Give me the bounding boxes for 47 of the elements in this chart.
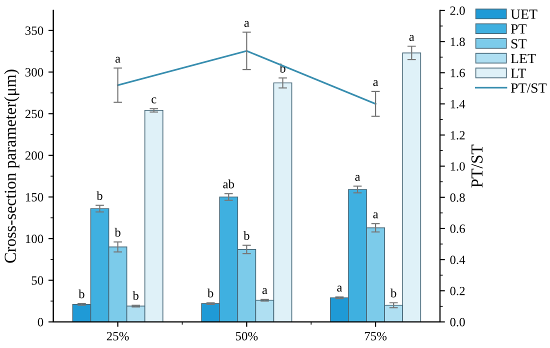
y2-tick-label: 1.4: [450, 100, 466, 108]
x-tick-label: 75%: [364, 332, 387, 340]
data-label: a: [355, 174, 360, 181]
x-tick-label: 50%: [236, 332, 258, 340]
y2-tick-label: 0.2: [450, 286, 465, 296]
y2-tick-label: 1.6: [450, 68, 465, 78]
legend-label: LET: [510, 54, 536, 64]
y2-tick-label: 0.4: [450, 256, 466, 264]
y-tick-label: 150: [26, 193, 44, 202]
data-label: b: [244, 231, 250, 240]
y-tick-label: 50: [32, 276, 44, 285]
data-label: b: [132, 291, 138, 300]
y2-tick-label: 0.8: [450, 193, 465, 202]
y2-tick-label: 0.6: [450, 224, 465, 233]
data-label: c: [152, 97, 156, 104]
y2-tick-label: 1.2: [450, 131, 465, 140]
y2-tick-label: 0.0: [450, 318, 465, 326]
y2-tick-label: 1.0: [450, 162, 465, 171]
data-label: a: [244, 20, 250, 27]
y-tick-label: 100: [26, 234, 44, 244]
x-tick-label: 25%: [106, 332, 129, 340]
data-label: b: [96, 191, 102, 200]
y-tick-label: 300: [25, 68, 44, 77]
y-tick-label: 0: [38, 318, 44, 326]
data-label: ab: [223, 180, 234, 188]
legend-label: PT/ST: [510, 83, 547, 93]
data-label: a: [262, 288, 268, 294]
y-tick-label: 250: [25, 110, 44, 118]
data-label: a: [373, 80, 378, 86]
data-label: b: [114, 228, 120, 237]
legend-label: ST: [511, 39, 527, 48]
data-label: a: [115, 56, 120, 63]
y2-axis-title: PT/ST: [471, 144, 483, 188]
y-tick-label: 350: [25, 26, 44, 35]
data-label: a: [337, 286, 342, 292]
legend-label: LT: [510, 68, 526, 78]
data-label: a: [373, 212, 378, 218]
data-label: b: [207, 288, 214, 298]
y-axis-title: Cross-section parameter(μm): [4, 70, 20, 263]
y2-tick-label: 2.0: [450, 6, 465, 15]
y2-tick-label: 1.8: [450, 38, 465, 46]
y-tick-label: 200: [25, 151, 44, 160]
data-label: b: [390, 288, 396, 298]
legend-label: UET: [510, 10, 538, 19]
data-label: b: [78, 289, 84, 298]
data-label: a: [409, 34, 414, 41]
legend-label: PT: [510, 24, 527, 34]
